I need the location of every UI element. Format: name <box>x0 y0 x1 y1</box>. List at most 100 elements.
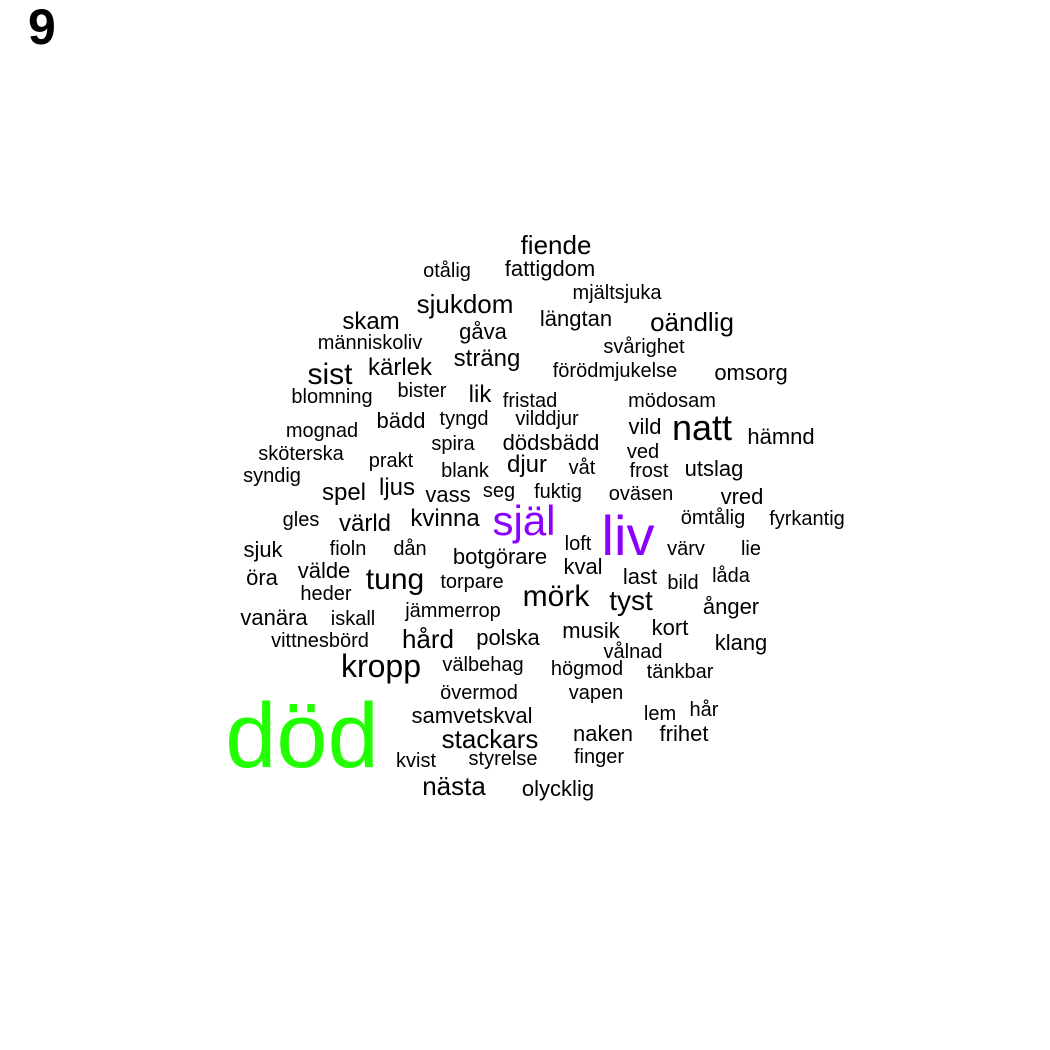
word-iskall: iskall <box>330 608 376 630</box>
word-varld: värld <box>338 510 392 537</box>
word-kropp: kropp <box>340 648 422 684</box>
word-hogmod: högmod <box>550 658 624 680</box>
word-valde: välde <box>297 558 351 583</box>
word-klang: klang <box>714 630 768 655</box>
word-loft: loft <box>564 533 592 555</box>
word-modosam: mödosam <box>628 390 716 412</box>
word-mjaltsjuka: mjältsjuka <box>572 282 662 304</box>
word-lada: låda <box>712 565 750 587</box>
word-nasta: nästa <box>422 771 486 801</box>
word-anger: ånger <box>702 594 760 619</box>
word-fiende: fiende <box>520 230 592 260</box>
word-utslag: utslag <box>684 456 744 481</box>
word-vilddjur: vilddjur <box>515 408 579 430</box>
word-mork: mörk <box>522 580 590 613</box>
word-gles: gles <box>282 509 320 531</box>
word-naken: naken <box>573 721 633 746</box>
word-torpare: torpare <box>440 571 504 593</box>
word-stackars: stackars <box>441 724 539 754</box>
word-otalig: otålig <box>423 260 471 282</box>
word-ovasen: oväsen <box>608 483 674 505</box>
word-fristad: fristad <box>502 390 558 412</box>
word-polska: polska <box>476 625 540 650</box>
word-vat: våt <box>568 457 596 479</box>
word-frihet: frihet <box>659 721 709 746</box>
word-fyrkantig: fyrkantig <box>769 508 845 530</box>
word-skoterska: sköterska <box>258 443 344 465</box>
word-tyst: tyst <box>609 585 653 616</box>
word-oandlig: oändlig <box>650 307 734 337</box>
word-tankbar: tänkbar <box>646 661 714 683</box>
word-dod: död <box>225 685 379 787</box>
word-ved: ved <box>626 441 660 463</box>
word-skam: skam <box>342 308 400 335</box>
word-tung: tung <box>365 563 425 596</box>
word-heder: heder <box>300 583 352 605</box>
word-syndig: syndig <box>243 465 301 487</box>
word-dan: dån <box>393 538 427 560</box>
word-lik: lik <box>468 381 492 408</box>
word-spira: spira <box>431 433 475 455</box>
word-har: hår <box>689 699 719 721</box>
word-dodsbadd: dödsbädd <box>502 430 600 455</box>
word-kval: kval <box>563 554 603 579</box>
word-natt: natt <box>671 407 733 448</box>
word-djur: djur <box>506 451 548 478</box>
word-sjal: själ <box>492 497 556 544</box>
word-strang: sträng <box>453 345 521 372</box>
word-botgorare: botgörare <box>452 544 548 569</box>
word-frost: frost <box>629 460 669 482</box>
word-lem: lem <box>643 703 677 725</box>
word-fuktig: fuktig <box>534 481 582 503</box>
word-bild: bild <box>667 572 699 594</box>
word-ljus: ljus <box>378 474 416 501</box>
word-badd: bädd <box>376 408 426 433</box>
word-jammerrop: jämmerrop <box>405 600 501 622</box>
word-valbehag: välbehag <box>442 654 524 676</box>
word-tyngd: tyngd <box>439 408 489 430</box>
word-hamnd: hämnd <box>747 424 815 449</box>
word-svarighet: svårighet <box>603 336 685 358</box>
word-blank: blank <box>441 460 489 482</box>
word-valnad: vålnad <box>603 641 663 663</box>
word-kvist: kvist <box>396 750 436 772</box>
word-karlek: kärlek <box>367 354 433 381</box>
word-vild: vild <box>628 414 662 439</box>
word-vanara: vanära <box>240 605 308 630</box>
word-omtalig: ömtålig <box>680 507 746 529</box>
word-musik: musik <box>562 618 620 643</box>
word-mognad: mognad <box>285 420 359 442</box>
word-kvinna: kvinna <box>410 505 480 532</box>
word-omsorg: omsorg <box>714 360 788 385</box>
word-sist: sist <box>307 358 353 391</box>
word-sjuk: sjuk <box>243 537 283 562</box>
word-vass: vass <box>425 482 471 507</box>
word-prakt: prakt <box>368 450 414 472</box>
word-kort: kort <box>651 615 689 640</box>
word-finger: finger <box>573 746 625 768</box>
word-liv: liv <box>601 504 655 567</box>
word-blomning: blomning <box>291 386 373 408</box>
word-spel: spel <box>321 479 367 506</box>
word-manniskoliv: människoliv <box>317 332 423 354</box>
word-fattigdom: fattigdom <box>504 256 596 281</box>
word-ora: öra <box>246 565 278 590</box>
word-hard: hård <box>401 624 455 654</box>
word-vittnesbord: vittnesbörd <box>271 630 369 652</box>
word-vapen: vapen <box>568 682 624 704</box>
word-styrelse: styrelse <box>468 748 538 770</box>
word-seg: seg <box>482 480 516 502</box>
word-gava: gåva <box>459 319 507 344</box>
word-vred: vred <box>720 484 764 509</box>
word-last: last <box>622 564 658 589</box>
word-sjukdom: sjukdom <box>416 289 514 319</box>
word-varv: värv <box>667 538 705 560</box>
word-forodmjukelse: förödmjukelse <box>552 360 678 382</box>
word-bister: bister <box>397 380 447 402</box>
word-overmod: övermod <box>440 682 518 704</box>
word-fioln: fioln <box>329 538 367 560</box>
word-langtan: längtan <box>539 306 613 331</box>
panel-number: 9 <box>28 0 56 55</box>
word-olycklig: olycklig <box>521 776 595 801</box>
